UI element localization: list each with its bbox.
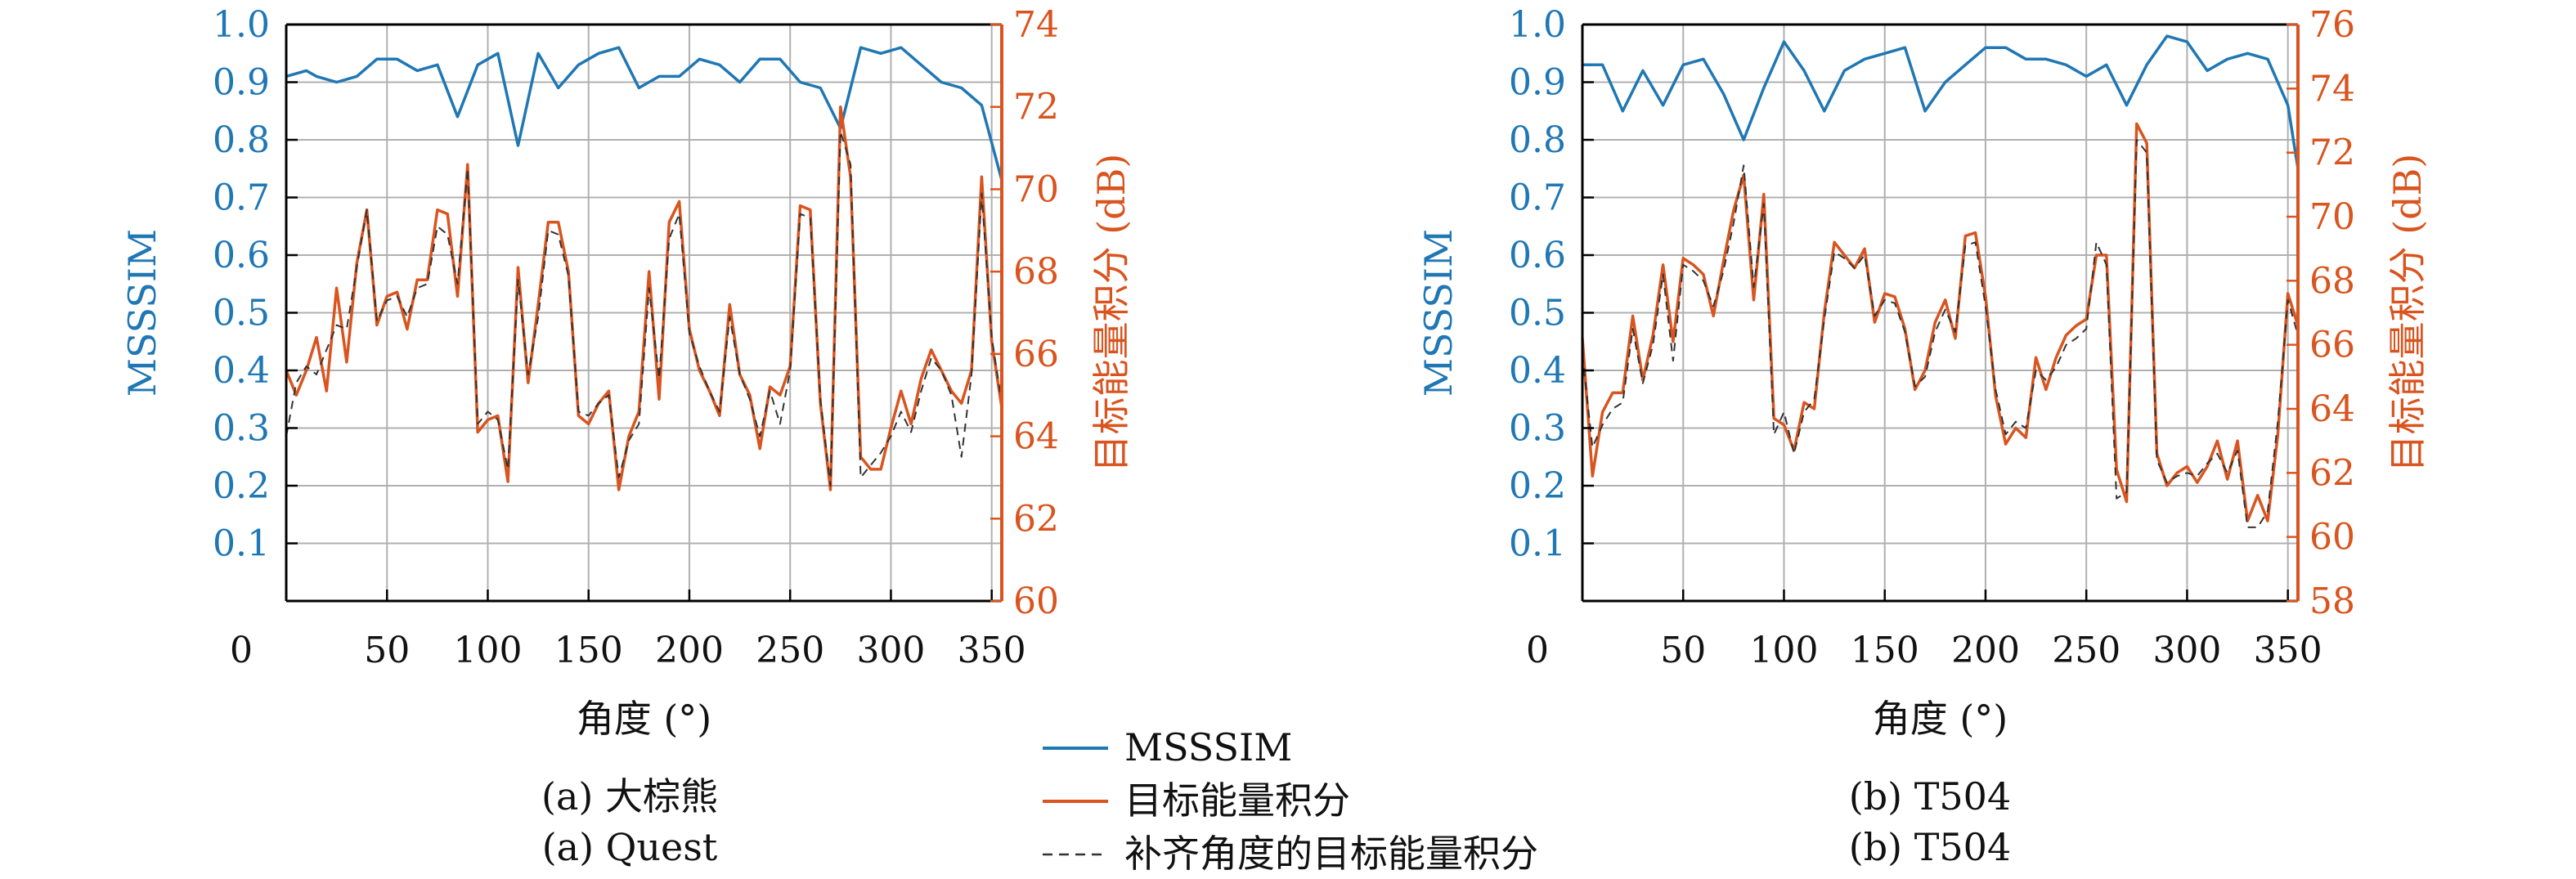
y-right-axis-label: 目标能量积分 (dB) [1089, 154, 1133, 473]
y-left-tick-label: 0.1 [213, 523, 270, 565]
y-right-tick-label: 58 [2309, 581, 2355, 622]
y-left-tick-label: 1.0 [1509, 4, 1566, 46]
x-tick-label: 100 [453, 630, 522, 671]
y-right-tick-label: 72 [2309, 132, 2355, 174]
y-left-tick-label: 0.2 [1509, 465, 1566, 507]
y-right-tick-label: 68 [1013, 251, 1059, 293]
y-right-tick-label: 74 [2309, 68, 2355, 110]
y-left-tick-label: 0.4 [1509, 350, 1566, 392]
x-tick-label: 250 [756, 630, 824, 671]
series-line-energy [1581, 122, 2300, 522]
y-right-tick-label: 60 [1013, 581, 1059, 622]
y-right-tick-label: 64 [2309, 388, 2355, 430]
y-left-tick-label: 0.6 [213, 235, 270, 276]
chart-panel-b: 0 50 100 150 200 250 300 350 0.1 0.2 0.3 0.4 0.5 0.6 0… [1416, 4, 2430, 741]
y-right-tick-label: 70 [1013, 168, 1059, 210]
x-tick-label: 350 [958, 630, 1026, 671]
legend: MSSSIM 目标能量积分 补齐角度的目标能量积分 [1043, 725, 1538, 876]
y-left-tick-label: 0.2 [213, 465, 270, 507]
series-line-msssim [1582, 34, 2300, 169]
y-right-tick-label: 68 [2309, 260, 2355, 302]
y-right-tick-label: 70 [2309, 196, 2355, 238]
y-right-tick-label: 74 [1013, 4, 1059, 46]
y-right-axis-label: 目标能量积分 (dB) [2385, 154, 2430, 473]
y-right-tick-label: 64 [1013, 416, 1059, 458]
x-tick-label: 300 [856, 630, 925, 671]
y-right-tick-label: 62 [2309, 452, 2355, 494]
series-line-msssim [285, 46, 1003, 181]
legend-label-msssim: MSSSIM [1124, 725, 1292, 769]
y-left-tick-label: 0.5 [1509, 293, 1566, 334]
caption-b-1: (b) T504 [1849, 774, 2011, 818]
y-left-tick-label: 0.8 [1509, 119, 1566, 161]
y-left-tick-label: 0.1 [1509, 523, 1566, 565]
y-right-tick-label: 76 [2309, 4, 2355, 46]
y-left-tick-label: 0.9 [1509, 62, 1566, 104]
x-tick-label: 250 [2052, 630, 2120, 671]
caption-b-2: (b) T504 [1849, 825, 2011, 869]
x-tick-label: 0 [1526, 630, 1549, 671]
x-tick-label: 150 [554, 630, 623, 671]
chart-panel-a: 0 50 100 150 200 250 300 350 0.1 0.2 0.3 0.4 0.5 0.6 0… [120, 4, 1133, 741]
x-tick-label: 350 [2254, 630, 2322, 671]
y-right-tick-label: 66 [1013, 334, 1059, 375]
y-left-tick-label: 0.3 [213, 408, 270, 450]
y-right-tick-label: 72 [1013, 87, 1059, 128]
series-line-padded-energy [1582, 139, 2299, 528]
x-axis-label: 角度 (°) [577, 697, 712, 741]
y-right-tick-label: 66 [2309, 325, 2355, 366]
y-left-tick-label: 0.7 [213, 177, 270, 219]
x-tick-label: 200 [1951, 630, 2020, 671]
y-left-tick-label: 0.3 [1509, 408, 1566, 450]
caption-a-1: (a) 大棕熊 [541, 774, 718, 818]
x-tick-label: 0 [230, 630, 253, 671]
series-line-padded-energy [285, 130, 1003, 487]
caption-a-2: (a) Quest [542, 825, 718, 869]
x-tick-label: 100 [1749, 630, 1818, 671]
y-left-tick-label: 0.8 [213, 119, 270, 161]
legend-label-energy: 目标能量积分 [1124, 778, 1350, 823]
legend-label-padded-energy: 补齐角度的目标能量积分 [1124, 832, 1538, 876]
x-tick-label: 50 [364, 630, 410, 671]
y-left-tick-label: 1.0 [213, 4, 270, 46]
y-right-tick-label: 62 [1013, 498, 1059, 540]
y-left-tick-label: 0.7 [1509, 177, 1566, 219]
y-left-axis-label: MSSSIM [120, 229, 164, 397]
y-left-tick-label: 0.4 [213, 350, 270, 392]
series-line-energy [285, 105, 1003, 491]
x-tick-label: 150 [1851, 630, 1919, 671]
x-axis-label: 角度 (°) [1873, 697, 2008, 741]
x-tick-label: 300 [2152, 630, 2221, 671]
y-left-tick-label: 0.9 [213, 62, 270, 104]
y-left-tick-label: 0.5 [213, 293, 270, 334]
y-right-tick-label: 60 [2309, 517, 2355, 558]
y-left-tick-label: 0.6 [1509, 235, 1566, 276]
x-tick-label: 200 [655, 630, 724, 671]
x-tick-label: 50 [1660, 630, 1706, 671]
y-left-axis-label: MSSSIM [1416, 229, 1461, 397]
